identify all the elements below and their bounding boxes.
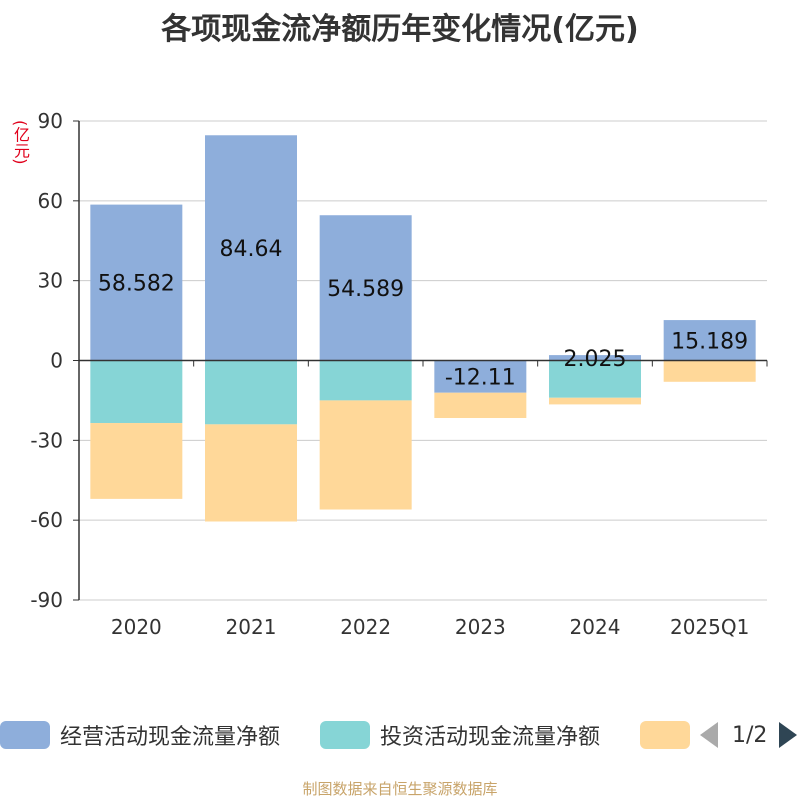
- bar-operating: [205, 135, 297, 361]
- y-tick-label: 0: [50, 349, 63, 373]
- legend-swatch-investing: [320, 721, 370, 749]
- chart-title: 各项现金流净额历年变化情况(亿元): [161, 12, 639, 47]
- legend-pager: 1/2: [700, 720, 798, 750]
- x-tick-label: 2021: [226, 615, 277, 639]
- axes: 90 60 30 0 -30 -60 -90 2020 2021 2022 2023 2024 2025…: [30, 109, 768, 639]
- legend-swatch-operating: [0, 721, 50, 749]
- bar-investing: [319, 360, 412, 401]
- legend-item-operating[interactable]: 经营活动现金流量净额: [0, 720, 280, 750]
- bar-financing: [663, 360, 756, 382]
- legend-label-operating: 经营活动现金流量净额: [60, 725, 281, 750]
- data-label: 54.589: [327, 277, 404, 302]
- bar-operating: [549, 355, 641, 361]
- bar-investing: [549, 360, 641, 398]
- y-tick-label: -90: [30, 588, 63, 612]
- legend-item-investing[interactable]: 投资活动现金流量净额: [320, 720, 600, 750]
- x-tick-label: 2022: [340, 615, 391, 639]
- data-label: 84.64: [220, 237, 283, 262]
- bar-financing: [549, 397, 641, 405]
- x-tick-label: 2025Q1: [670, 615, 749, 639]
- bar-chart: 90 60 30 0 -30 -60 -90 2020 2021 2022 2023 2024 2025…: [30, 109, 768, 639]
- bar-financing: [319, 400, 412, 510]
- bar-operating: [90, 204, 183, 361]
- bar-financing: [90, 423, 183, 499]
- data-label: 2.025: [564, 347, 627, 372]
- pager-text: 1/2: [732, 722, 768, 748]
- source-note: 制图数据来自恒生聚源数据库: [302, 780, 498, 798]
- x-tick-label: 2020: [111, 615, 162, 639]
- bar-operating: [434, 360, 527, 393]
- legend-label-investing: 投资活动现金流量净额: [380, 725, 601, 750]
- bar-investing: [90, 360, 183, 424]
- y-tick-label: 60: [38, 189, 63, 213]
- y-tick-label: 90: [38, 109, 63, 133]
- bar-series: [90, 135, 756, 522]
- x-tick-label: 2024: [570, 615, 621, 639]
- y-tick-label: 30: [38, 269, 63, 293]
- y-tick-label: -60: [30, 508, 63, 532]
- legend: 经营活动现金流量净额 投资活动现金流量净额 1/2: [0, 716, 800, 756]
- bar-financing: [205, 424, 297, 522]
- data-labels: 58.582 84.64 54.589 -12.11 2.025 15.189: [98, 237, 748, 391]
- legend-item-financing[interactable]: [640, 720, 690, 750]
- bar-investing: [205, 360, 297, 425]
- bar-operating: [663, 320, 756, 361]
- y-tick-label: -30: [30, 428, 63, 452]
- x-tick-label: 2023: [455, 615, 506, 639]
- data-label: -12.11: [445, 366, 516, 391]
- y-axis-unit: (亿元): [11, 120, 30, 165]
- bar-financing: [434, 392, 527, 419]
- data-label: 15.189: [671, 329, 748, 354]
- legend-swatch-financing: [640, 721, 690, 749]
- pager-next-icon[interactable]: [779, 722, 798, 748]
- data-label: 58.582: [98, 272, 175, 297]
- pager-prev-icon[interactable]: [700, 722, 718, 748]
- bar-operating: [319, 215, 412, 361]
